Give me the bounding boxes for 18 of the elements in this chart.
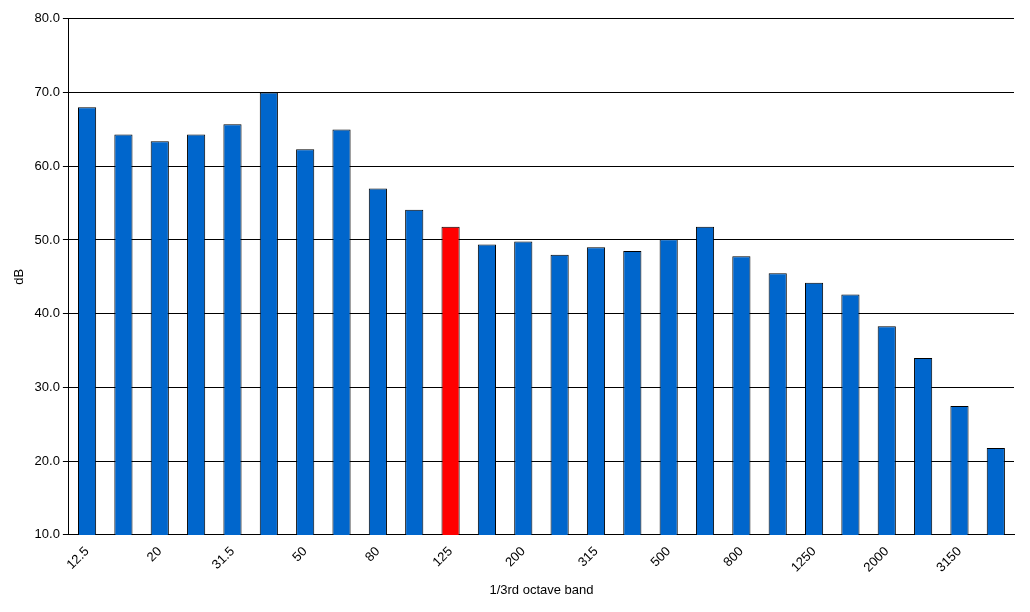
y-tick-label: 80.0 (34, 10, 60, 26)
x-tick-label: 125 (429, 543, 456, 570)
x-tick-label: 50 (288, 543, 310, 565)
x-tick-label: 315 (574, 543, 601, 570)
y-tick-label: 10.0 (34, 526, 60, 542)
x-tick-label: 200 (501, 543, 528, 570)
y-tick-label: 60.0 (34, 157, 60, 173)
x-tick-label: 800 (720, 543, 747, 570)
x-tick-label: 500 (647, 543, 674, 570)
x-tick-label: 20 (143, 543, 165, 565)
y-tick-label: 70.0 (34, 84, 60, 100)
x-tick-label: 80 (361, 543, 383, 565)
y-tick-label: 40.0 (34, 305, 60, 321)
y-axis-title: dB (11, 268, 27, 285)
y-tick-label: 30.0 (34, 379, 60, 395)
y-tick-label: 50.0 (34, 231, 60, 247)
x-axis-title: 1/3rd octave band (489, 581, 594, 597)
y-tick-label: 20.0 (34, 452, 60, 468)
